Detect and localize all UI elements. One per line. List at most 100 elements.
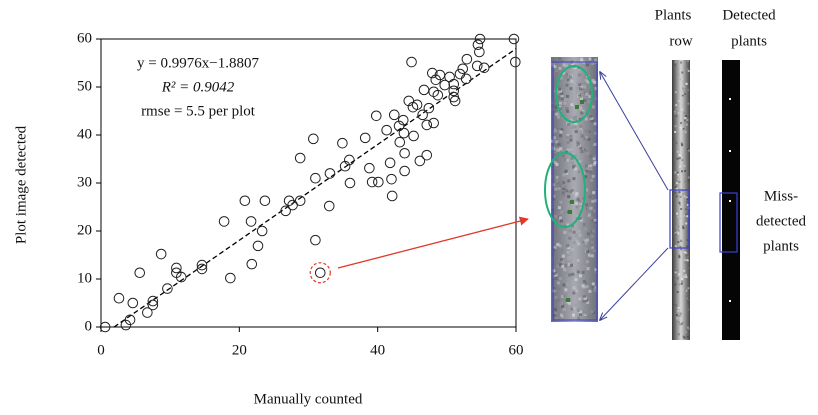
texture	[553, 271, 557, 275]
texture	[563, 101, 567, 105]
texture	[588, 195, 592, 199]
texture	[594, 87, 598, 91]
texture	[676, 268, 679, 271]
texture	[683, 111, 686, 114]
point	[256, 225, 268, 237]
texture	[591, 219, 595, 223]
texture	[572, 230, 576, 234]
point	[147, 295, 159, 307]
texture	[553, 149, 557, 153]
texture	[584, 117, 588, 121]
texture	[682, 168, 685, 171]
texture	[592, 249, 596, 253]
point	[394, 136, 406, 148]
texture	[678, 201, 681, 204]
r-squared: R² = 0.9042	[161, 79, 235, 95]
texture	[556, 148, 560, 152]
texture	[584, 164, 588, 168]
image-panel	[551, 57, 740, 340]
point	[428, 117, 439, 129]
texture	[572, 87, 576, 91]
point	[461, 53, 473, 65]
point	[421, 119, 433, 131]
point	[406, 56, 417, 68]
texture	[677, 73, 680, 76]
texture	[729, 98, 731, 100]
texture	[577, 68, 581, 72]
texture	[561, 191, 565, 195]
y-tick-label: 20	[77, 222, 92, 238]
texture	[592, 191, 596, 195]
texture	[582, 299, 586, 303]
texture	[681, 71, 684, 74]
texture	[686, 335, 689, 338]
texture	[559, 219, 563, 223]
texture	[569, 115, 573, 119]
texture	[560, 95, 564, 99]
texture	[578, 106, 582, 110]
texture	[575, 289, 579, 293]
point	[337, 137, 348, 149]
y-tick-label: 60	[77, 30, 92, 46]
texture	[579, 169, 583, 173]
texture	[678, 256, 681, 259]
texture	[686, 326, 689, 329]
texture	[682, 85, 685, 88]
texture	[564, 169, 568, 173]
texture	[557, 186, 561, 190]
texture	[572, 286, 576, 290]
texture	[681, 77, 684, 80]
texture	[555, 237, 559, 241]
texture	[686, 297, 689, 300]
texture	[557, 213, 561, 217]
point	[411, 99, 423, 111]
texture	[558, 101, 562, 105]
y-axis-label: Plot image detected	[13, 125, 29, 244]
texture	[682, 214, 685, 217]
texture	[584, 247, 588, 251]
texture	[583, 91, 587, 95]
texture	[559, 143, 563, 147]
texture	[580, 226, 584, 230]
texture	[687, 148, 690, 151]
texture	[555, 112, 559, 116]
image-label: row	[669, 33, 692, 49]
texture	[592, 96, 596, 100]
texture	[674, 125, 677, 128]
texture	[588, 289, 592, 293]
texture	[591, 282, 595, 286]
texture	[679, 195, 682, 198]
point	[386, 190, 398, 202]
texture	[560, 147, 564, 151]
texture	[593, 80, 597, 84]
texture	[686, 215, 689, 218]
point	[175, 271, 187, 283]
texture	[575, 240, 579, 244]
point	[417, 109, 428, 121]
texture	[565, 64, 569, 68]
texture	[686, 198, 689, 201]
texture	[675, 105, 678, 108]
texture	[593, 289, 597, 293]
texture	[675, 305, 678, 308]
texture	[560, 58, 564, 62]
texture	[556, 243, 560, 247]
texture	[684, 198, 687, 201]
texture	[562, 187, 566, 191]
texture	[582, 285, 586, 289]
texture	[569, 267, 573, 271]
texture	[567, 245, 571, 249]
texture	[590, 116, 594, 120]
texture	[680, 186, 683, 189]
point	[280, 205, 291, 217]
texture	[559, 130, 563, 134]
texture	[676, 316, 679, 319]
point	[373, 176, 384, 188]
texture	[679, 323, 682, 326]
x-axis-label: Manually counted	[254, 391, 363, 407]
texture	[576, 143, 580, 147]
texture	[579, 87, 583, 91]
texture	[571, 62, 575, 66]
texture	[554, 316, 558, 320]
texture	[569, 148, 573, 152]
